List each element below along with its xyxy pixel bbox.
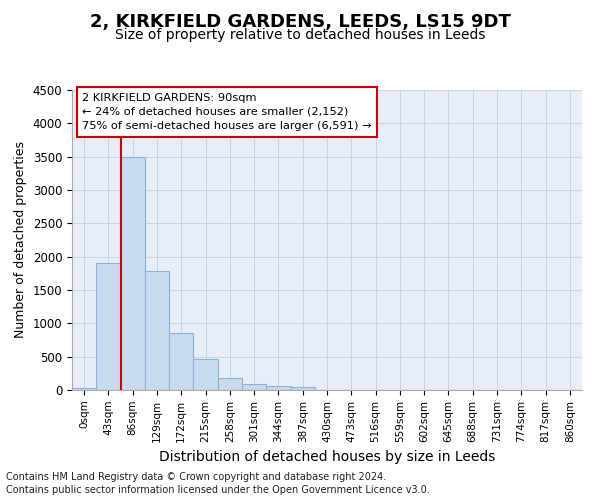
Bar [290, 386, 315, 390]
Bar [121, 156, 145, 390]
Text: Contains public sector information licensed under the Open Government Licence v3: Contains public sector information licen… [6, 485, 430, 495]
Bar [96, 264, 121, 390]
Text: 2 KIRKFIELD GARDENS: 90sqm
← 24% of detached houses are smaller (2,152)
75% of s: 2 KIRKFIELD GARDENS: 90sqm ← 24% of deta… [82, 93, 372, 131]
Bar [145, 272, 169, 390]
Bar [72, 388, 96, 390]
X-axis label: Distribution of detached houses by size in Leeds: Distribution of detached houses by size … [159, 450, 495, 464]
Bar [169, 334, 193, 390]
Y-axis label: Number of detached properties: Number of detached properties [14, 142, 27, 338]
Text: 2, KIRKFIELD GARDENS, LEEDS, LS15 9DT: 2, KIRKFIELD GARDENS, LEEDS, LS15 9DT [89, 12, 511, 30]
Text: Contains HM Land Registry data © Crown copyright and database right 2024.: Contains HM Land Registry data © Crown c… [6, 472, 386, 482]
Bar [242, 384, 266, 390]
Bar [218, 378, 242, 390]
Bar [193, 360, 218, 390]
Text: Size of property relative to detached houses in Leeds: Size of property relative to detached ho… [115, 28, 485, 42]
Bar [266, 386, 290, 390]
